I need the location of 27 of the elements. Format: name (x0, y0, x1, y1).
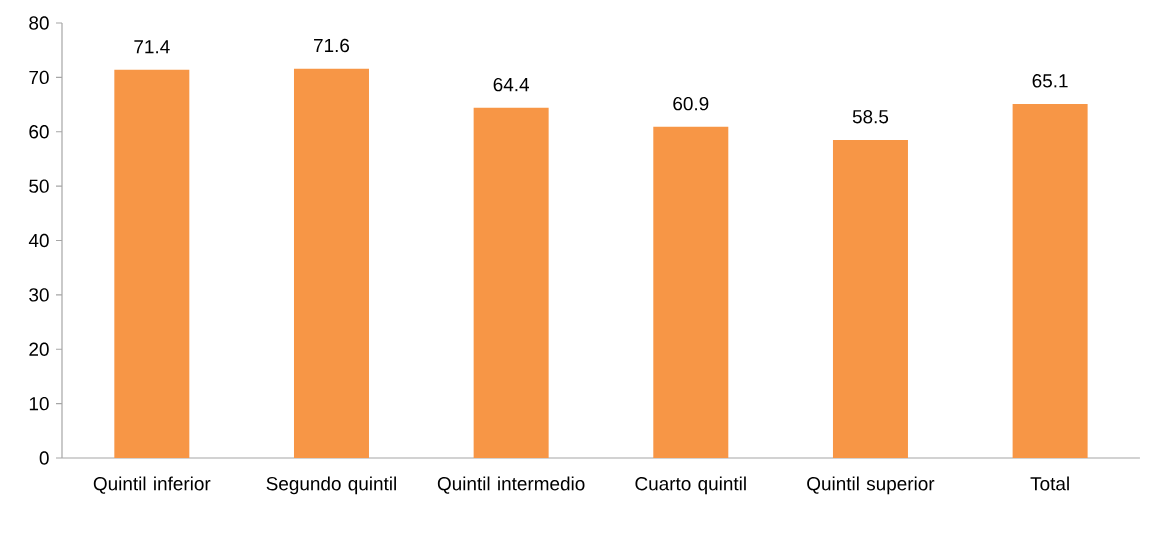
y-tick-label: 50 (29, 179, 49, 193)
y-tick-label: 70 (29, 70, 49, 85)
data-label: 64.4 (493, 77, 529, 92)
bar (653, 126, 729, 458)
y-tick-label: 0 (39, 451, 49, 465)
y-tick-label: 60 (29, 125, 49, 139)
bar (473, 107, 549, 458)
data-label: 71.4 (134, 40, 170, 54)
x-tick-label: Total (1030, 476, 1069, 491)
x-tick-label: Quintil inferior (93, 476, 211, 494)
y-tick-label: 20 (29, 342, 49, 356)
bar (832, 139, 908, 458)
data-label: 65.1 (1032, 74, 1068, 88)
data-label: 60.9 (673, 96, 709, 111)
x-tick-label: Quintil intermedio (437, 476, 585, 494)
x-tick-label: Segundo quintil (266, 476, 396, 495)
y-tick-label: 30 (29, 288, 49, 302)
bar (1012, 104, 1088, 458)
data-label: 58.5 (852, 110, 889, 124)
x-tick-label: Quintil superior (807, 476, 935, 495)
y-tick-label: 10 (29, 396, 49, 411)
y-tick-label: 80 (29, 16, 49, 30)
bar (293, 68, 369, 458)
bar (114, 69, 190, 458)
data-label: 71.6 (314, 38, 350, 53)
x-tick-label: Cuarto quintil (635, 476, 746, 495)
y-tick-label: 40 (28, 233, 49, 248)
